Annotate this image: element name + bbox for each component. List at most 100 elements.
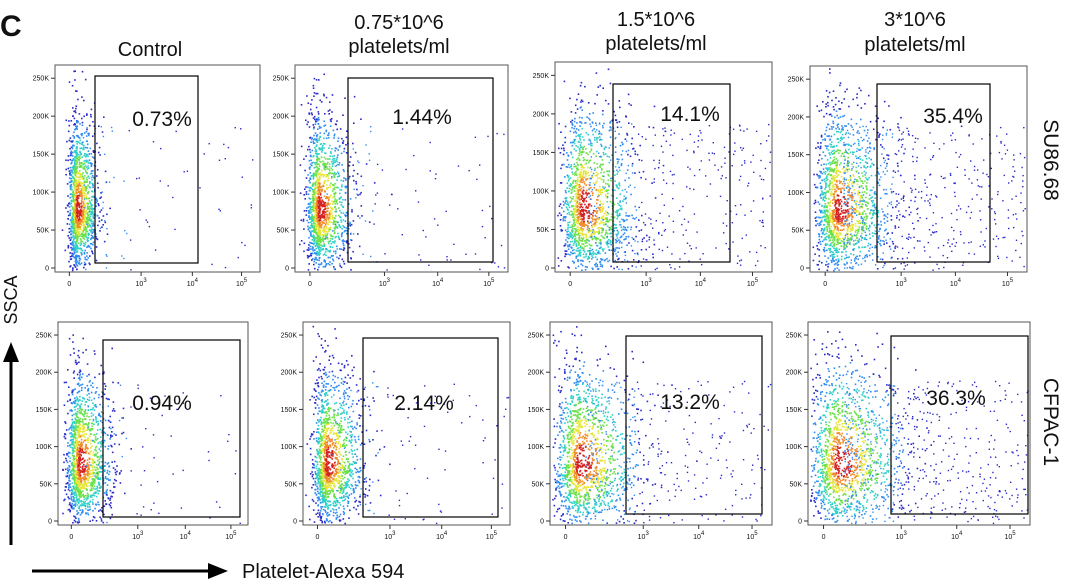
- y-tick-label: 100K: [528, 444, 545, 451]
- gate-rectangle: [876, 83, 991, 263]
- y-tick-label: 100K: [533, 188, 550, 195]
- x-tick-label: 0: [564, 534, 568, 541]
- x-axis-title: Platelet-Alexa 594: [242, 561, 404, 583]
- y-tick-label: 0: [293, 519, 297, 526]
- x-tick-label: 103: [379, 278, 391, 288]
- x-tick-label: 103: [384, 531, 396, 541]
- y-tick-label: 250K: [528, 333, 545, 340]
- density-cloud: [299, 73, 506, 271]
- density-cloud: [810, 331, 1029, 525]
- gate-percentage-label: 0.73%: [132, 108, 192, 131]
- gate-rectangle: [625, 335, 763, 515]
- flow-plot-panel: 0 50K 100K 150K 200K 250K 0 103 104 105 1.44%: [273, 64, 509, 288]
- x-tick-label: 105: [747, 278, 759, 288]
- y-tick-label: 250K: [788, 77, 805, 84]
- y-tick-label: 250K: [33, 76, 50, 83]
- column-title-control: Control: [118, 39, 182, 61]
- y-tick-label: 200K: [33, 114, 50, 121]
- x-tick-label: 104: [187, 278, 199, 288]
- flow-plot-panel: 0 50K 100K 150K 200K 250K 0 103 104 105 36.3%: [786, 321, 1031, 541]
- y-axis-title: SSCA: [1, 275, 21, 324]
- y-tick-label: 150K: [33, 152, 50, 159]
- y-tick-label: 200K: [528, 370, 545, 377]
- y-tick-label: 250K: [533, 73, 550, 80]
- y-tick-label: 0: [285, 266, 289, 273]
- column-title-high-line2: platelets/ml: [864, 34, 965, 56]
- y-tick-label: 50K: [285, 481, 298, 488]
- y-tick-label: 0: [45, 266, 49, 273]
- x-tick-label: 104: [436, 531, 448, 541]
- y-tick-label: 150K: [281, 407, 298, 414]
- density-cloud: [62, 334, 241, 524]
- gate-percentage-label: 0.94%: [132, 392, 192, 415]
- x-tick-label: 104: [432, 278, 444, 288]
- gate-percentage-label: 2.14%: [394, 392, 454, 415]
- plot-panels: 0 50K 100K 150K 200K 250K 0 103 104 105 0.73% 0 50K 1…: [33, 61, 1031, 541]
- x-tick-label: 105: [1002, 278, 1014, 288]
- plot-frame: [549, 321, 773, 526]
- column-title-low-line2: platelets/ml: [348, 36, 449, 58]
- flow-plot-panel: 0 50K 100K 150K 200K 250K 0 103 104 105 35.4%: [788, 65, 1028, 288]
- flow-plot-panel: 0 50K 100K 150K 200K 250K 0 103 104 105 14.1%: [533, 61, 773, 288]
- x-tick-label: 105: [486, 531, 498, 541]
- x-tick-label: 105: [236, 278, 248, 288]
- x-tick-label: 104: [950, 278, 962, 288]
- column-title-low-line1: 0.75*10^6: [354, 12, 443, 34]
- panel-letter: C: [0, 10, 22, 43]
- density-cloud: [305, 325, 510, 525]
- gate-percentage-label: 1.44%: [392, 106, 452, 129]
- density-cloud: [557, 68, 772, 272]
- x-tick-label: 103: [132, 531, 144, 541]
- plot-frame: [807, 321, 1031, 526]
- y-tick-label: 100K: [281, 444, 298, 451]
- y-tick-label: 150K: [528, 407, 545, 414]
- y-tick-label: 150K: [36, 407, 53, 414]
- x-tick-label: 104: [693, 531, 705, 541]
- x-tick-label: 103: [638, 531, 650, 541]
- y-tick-label: 0: [800, 266, 804, 273]
- x-tick-label: 105: [746, 531, 758, 541]
- y-tick-label: 0: [798, 519, 802, 526]
- y-tick-label: 50K: [537, 227, 550, 234]
- column-title-high-line1: 3*10^6: [884, 9, 946, 31]
- density-cloud: [552, 326, 772, 525]
- y-tick-label: 200K: [788, 114, 805, 121]
- gate-rectangle: [890, 335, 1029, 515]
- y-tick-label: 50K: [277, 228, 290, 235]
- x-tick-label: 0: [316, 534, 320, 541]
- gate-rectangle: [362, 337, 499, 518]
- y-tick-label: 50K: [40, 481, 53, 488]
- gate-percentage-label: 35.4%: [923, 105, 983, 128]
- y-tick-label: 50K: [37, 228, 50, 235]
- y-tick-label: 200K: [36, 370, 53, 377]
- x-tick-label: 105: [225, 531, 237, 541]
- y-tick-label: 150K: [273, 152, 290, 159]
- y-tick-label: 100K: [33, 190, 50, 197]
- x-tick-label: 0: [67, 281, 71, 288]
- x-tick-label: 105: [1004, 531, 1016, 541]
- y-tick-label: 0: [48, 519, 52, 526]
- x-tick-label: 0: [568, 281, 572, 288]
- y-tick-label: 200K: [281, 370, 298, 377]
- x-tick-label: 104: [695, 278, 707, 288]
- y-tick-label: 150K: [788, 152, 805, 159]
- y-tick-label: 100K: [788, 190, 805, 197]
- y-tick-label: 100K: [36, 444, 53, 451]
- column-title-mid-line2: platelets/ml: [605, 33, 706, 55]
- y-tick-label: 0: [540, 519, 544, 526]
- y-tick-label: 200K: [273, 114, 290, 121]
- x-axis-arrow: [32, 563, 228, 579]
- y-tick-label: 200K: [786, 370, 803, 377]
- y-tick-label: 250K: [281, 333, 298, 340]
- y-tick-label: 250K: [273, 76, 290, 83]
- y-tick-label: 150K: [533, 150, 550, 157]
- flow-plot-panel: 0 50K 100K 150K 200K 250K 0 103 104 105 2.14%: [281, 321, 511, 541]
- y-tick-label: 50K: [532, 481, 545, 488]
- x-tick-label: 0: [823, 281, 827, 288]
- y-tick-label: 50K: [790, 481, 803, 488]
- gate-rectangle: [347, 77, 494, 263]
- gate-percentage-label: 14.1%: [660, 103, 720, 126]
- y-axis-arrow: [3, 342, 19, 545]
- y-tick-label: 0: [545, 266, 549, 273]
